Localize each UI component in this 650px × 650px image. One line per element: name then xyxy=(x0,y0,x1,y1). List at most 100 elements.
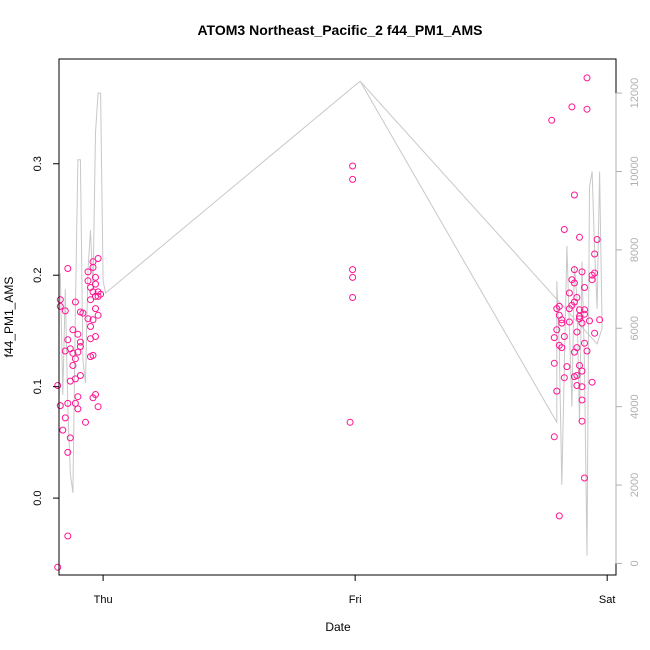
left-axis: 0.0 0.1 0.2 0.3 xyxy=(32,156,60,506)
data-point xyxy=(89,351,97,359)
data-point xyxy=(565,289,573,297)
data-point xyxy=(94,255,102,262)
x-axis-label: Date xyxy=(325,620,351,634)
right-tick-label: 2000 xyxy=(629,473,641,497)
data-point xyxy=(578,383,586,391)
data-point xyxy=(74,330,82,338)
right-tick-label: 10000 xyxy=(629,156,641,187)
data-point xyxy=(560,374,568,382)
data-point xyxy=(79,309,87,317)
data-point xyxy=(568,103,576,111)
data-point xyxy=(573,328,581,336)
data-point xyxy=(69,326,77,334)
data-point xyxy=(74,405,82,413)
y-axis-label: f44_PM1_AMS xyxy=(2,277,16,358)
data-point xyxy=(581,474,588,482)
data-point xyxy=(349,162,357,170)
data-point xyxy=(92,305,99,313)
data-point xyxy=(553,326,561,334)
data-point xyxy=(92,391,99,398)
data-point xyxy=(578,268,586,276)
data-point xyxy=(87,323,94,330)
data-point xyxy=(583,347,591,355)
data-point xyxy=(563,363,571,371)
data-point xyxy=(578,319,586,327)
data-point xyxy=(349,175,357,183)
data-point xyxy=(74,348,82,356)
data-point xyxy=(573,372,581,379)
right-tick-label: 6000 xyxy=(629,316,641,340)
data-point xyxy=(92,280,99,288)
data-point xyxy=(570,191,578,199)
chart-title: ATOM3 Northeast_Pacific_2 f44_PM1_AMS xyxy=(197,22,482,38)
data-point xyxy=(581,306,588,314)
data-point xyxy=(56,402,64,410)
data-point xyxy=(64,532,72,540)
data-point xyxy=(573,344,581,352)
bottom-axis: Thu Fri Sat xyxy=(94,574,616,606)
data-point xyxy=(84,315,92,323)
data-point xyxy=(61,414,69,422)
plot-frame xyxy=(58,58,617,576)
data-point xyxy=(89,316,97,324)
data-point xyxy=(94,403,102,411)
data-point xyxy=(570,279,578,287)
bottom-tick-label: Thu xyxy=(94,594,113,606)
data-point xyxy=(553,387,561,395)
data-point xyxy=(66,434,74,442)
data-point xyxy=(576,362,583,369)
data-point xyxy=(89,258,97,266)
data-point xyxy=(56,302,64,310)
altitude-series-line xyxy=(59,80,603,556)
left-tick-label: 0.1 xyxy=(32,379,44,394)
data-point xyxy=(349,273,357,281)
data-point xyxy=(54,563,62,571)
data-point xyxy=(71,375,79,383)
data-point xyxy=(54,382,62,389)
data-point xyxy=(94,311,102,319)
data-point xyxy=(550,359,558,367)
data-point xyxy=(59,426,67,434)
data-point xyxy=(76,338,84,346)
data-point xyxy=(578,417,586,425)
data-point xyxy=(588,378,596,386)
data-point xyxy=(548,116,556,124)
data-point xyxy=(84,268,92,276)
right-axis: 0 2000 4000 6000 8000 10000 12000 xyxy=(615,78,641,567)
data-point xyxy=(349,266,357,274)
data-point xyxy=(570,266,578,274)
data-point xyxy=(71,298,79,306)
right-tick-label: 4000 xyxy=(629,394,641,418)
altitude-line-layer xyxy=(59,80,603,556)
data-point xyxy=(92,273,99,281)
left-tick-label: 0.2 xyxy=(32,268,44,283)
data-point xyxy=(550,433,558,441)
bottom-tick-label: Fri xyxy=(349,594,362,606)
data-point xyxy=(92,333,99,340)
data-point xyxy=(71,399,79,407)
data-point xyxy=(581,310,588,318)
data-point xyxy=(560,333,568,340)
data-point xyxy=(64,265,72,272)
right-tick-label: 8000 xyxy=(629,238,641,262)
data-point xyxy=(591,269,599,277)
data-point xyxy=(97,290,105,298)
data-point xyxy=(64,448,72,456)
data-point xyxy=(596,316,604,324)
data-point xyxy=(558,316,566,324)
data-point xyxy=(578,367,586,375)
data-point xyxy=(555,512,563,520)
data-point xyxy=(87,296,94,304)
data-point xyxy=(583,74,591,82)
data-point xyxy=(581,284,588,291)
data-point xyxy=(349,294,357,301)
data-point xyxy=(69,362,77,369)
data-point xyxy=(76,372,84,379)
data-point xyxy=(555,302,563,310)
data-point xyxy=(591,329,599,337)
data-point xyxy=(346,418,354,426)
data-point xyxy=(586,317,593,325)
bottom-tick-label: Sat xyxy=(599,594,616,606)
data-point xyxy=(581,339,588,347)
